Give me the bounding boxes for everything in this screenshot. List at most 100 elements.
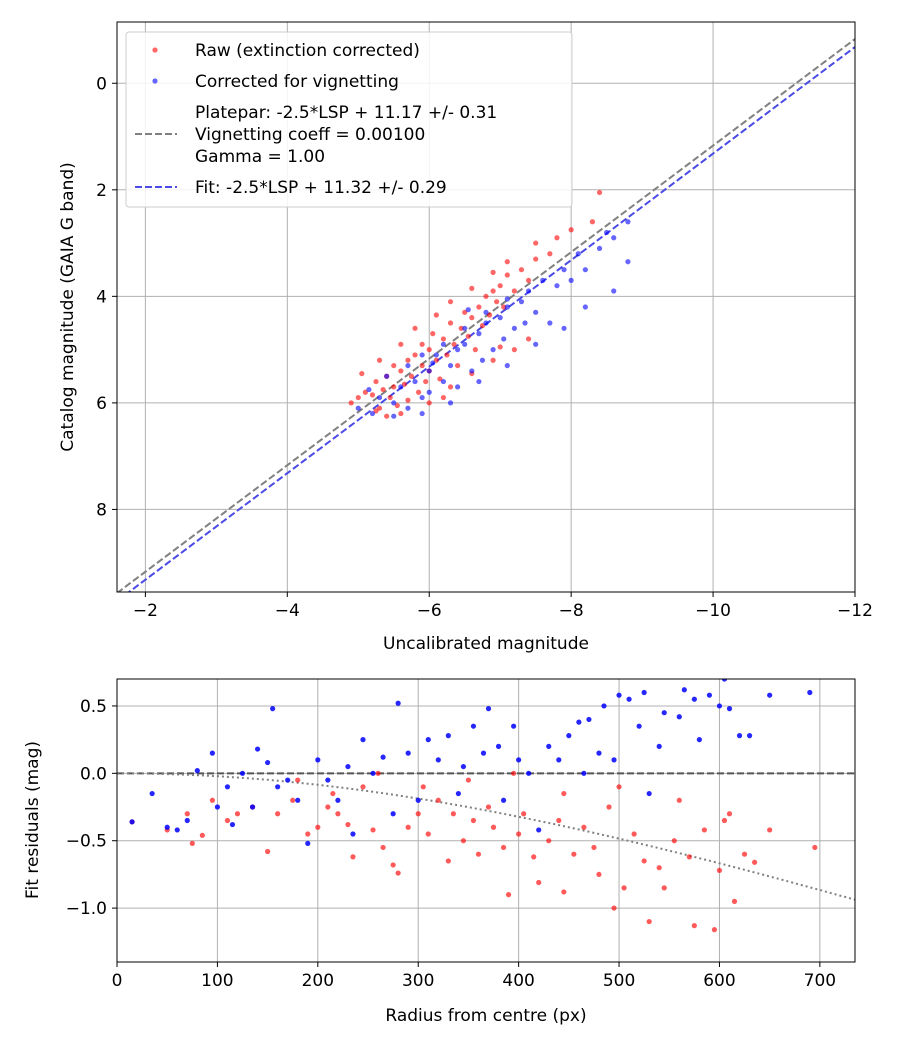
- legend-fit-label: Fit: -2.5*LSP + 11.32 +/- 0.29: [195, 178, 447, 198]
- top-y-tick-label: 4: [96, 287, 107, 307]
- raw-residual-point: [767, 827, 773, 833]
- corrected-residual-point: [581, 770, 587, 776]
- corrected-point: [433, 352, 439, 358]
- corrected-residual-point: [681, 687, 687, 693]
- raw-point: [408, 373, 415, 379]
- raw-residual-point: [621, 885, 627, 891]
- bottom-ticks: 0 100 200 300 400 500 600 700 0.5 0.0 −0.5 −1.0: [66, 697, 836, 991]
- corrected-point: [554, 283, 560, 289]
- raw-point: [447, 384, 454, 390]
- raw-residual-point: [676, 797, 682, 803]
- corrected-point: [426, 389, 432, 395]
- raw-point: [412, 352, 418, 358]
- corrected-point: [430, 360, 436, 366]
- raw-point: [391, 384, 397, 390]
- bottom-y-axis-label: Fit residuals (mag): [23, 741, 43, 899]
- corrected-residual-point: [209, 750, 215, 756]
- corrected-residual-point: [641, 689, 647, 696]
- corrected-residual-point: [335, 797, 341, 803]
- corrected-residual-point: [315, 757, 321, 763]
- corrected-residual-point: [586, 716, 592, 723]
- corrected-residual-point: [721, 679, 728, 682]
- corrected-residual-point: [164, 824, 170, 830]
- corrected-residual-point: [425, 737, 431, 743]
- raw-residual-point: [435, 797, 441, 803]
- raw-residual-point: [184, 811, 190, 817]
- raw-residual-point: [581, 824, 587, 830]
- corrected-residual-point: [495, 743, 502, 749]
- raw-point: [391, 362, 397, 369]
- corrected-residual-point: [546, 743, 552, 749]
- raw-point: [419, 362, 425, 369]
- raw-residual-point: [390, 862, 396, 868]
- raw-residual-point: [465, 777, 472, 783]
- raw-point: [554, 235, 560, 241]
- corrected-residual-point: [656, 743, 662, 749]
- raw-residual-point: [561, 889, 567, 895]
- corrected-point: [533, 341, 539, 347]
- bottom-x-tick-label: 0: [112, 971, 123, 991]
- raw-residual-point: [616, 784, 622, 790]
- legend-platepar-line3: Gamma = 1.00: [195, 147, 325, 167]
- raw-point: [447, 320, 454, 326]
- raw-residual-point: [370, 827, 376, 833]
- raw-residual-point: [475, 851, 482, 857]
- corrected-residual-point: [445, 733, 451, 739]
- corrected-point: [366, 386, 372, 393]
- raw-residual-point: [450, 811, 456, 817]
- corrected-residual-point: [224, 784, 231, 790]
- corrected-point: [568, 277, 574, 283]
- corrected-residual-point: [746, 733, 753, 739]
- raw-point: [462, 309, 468, 315]
- raw-residual-point: [345, 821, 351, 828]
- corrected-point: [476, 378, 482, 385]
- raw-point: [490, 269, 496, 275]
- corrected-point: [476, 331, 482, 337]
- corrected-point: [469, 368, 475, 374]
- raw-point: [398, 410, 404, 417]
- raw-residual-point: [671, 838, 677, 844]
- corrected-point: [625, 219, 631, 225]
- bottom-x-tick-label: 100: [201, 971, 233, 991]
- raw-point: [440, 336, 447, 342]
- corrected-residual-point: [390, 811, 396, 817]
- raw-point: [433, 312, 439, 318]
- corrected-point: [440, 341, 447, 347]
- corrected-point: [561, 267, 567, 273]
- raw-point: [355, 394, 361, 401]
- corrected-residual-point: [380, 754, 386, 760]
- bottom-x-tick-label: 600: [703, 971, 735, 991]
- raw-residual-point: [561, 790, 567, 797]
- raw-point: [547, 251, 553, 257]
- corrected-residual-point: [566, 733, 572, 739]
- raw-residual-point: [686, 854, 692, 860]
- corrected-point: [405, 362, 411, 369]
- raw-point: [465, 333, 471, 339]
- raw-residual-point: [546, 838, 552, 844]
- top-scatter: [348, 189, 631, 419]
- raw-residual-point: [265, 848, 271, 855]
- raw-point: [596, 189, 603, 196]
- raw-point: [568, 227, 574, 233]
- raw-point: [387, 394, 393, 401]
- raw-residual-point: [701, 827, 707, 833]
- raw-residual-point: [611, 905, 617, 911]
- raw-residual-point: [505, 892, 512, 898]
- corrected-residual-point: [480, 750, 487, 756]
- raw-point: [518, 267, 525, 273]
- corrected-residual-point: [500, 797, 507, 803]
- raw-point: [369, 392, 376, 398]
- raw-residual-point: [511, 770, 517, 776]
- raw-point: [426, 347, 432, 353]
- legend-platepar-line2: Vignetting coeff = 0.00100: [195, 125, 425, 145]
- corrected-residual-point: [345, 763, 351, 770]
- corrected-residual-point: [370, 770, 376, 776]
- bottom-x-tick-label: 500: [603, 971, 635, 991]
- raw-residual-point: [596, 871, 602, 878]
- corrected-point: [533, 309, 539, 315]
- corrected-point: [518, 299, 525, 305]
- raw-point: [533, 256, 539, 262]
- corrected-residual-point: [470, 723, 477, 729]
- corrected-residual-point: [174, 827, 180, 833]
